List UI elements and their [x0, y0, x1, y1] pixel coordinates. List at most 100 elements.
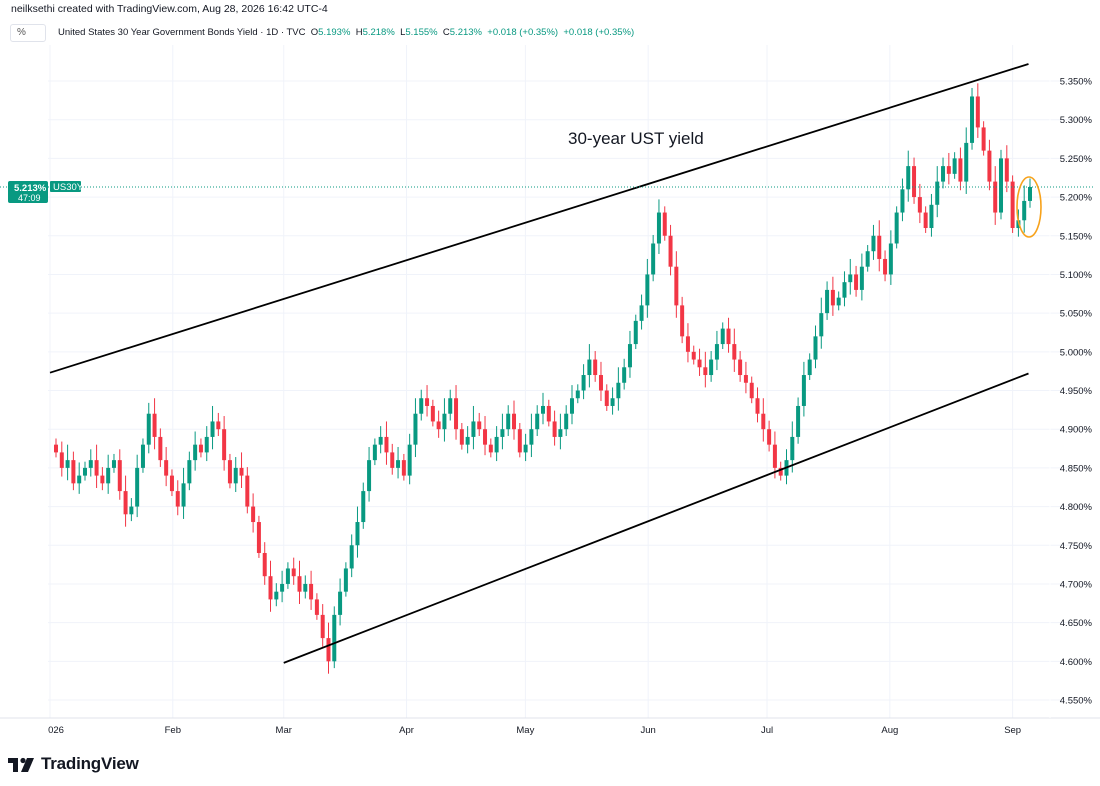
- candle: [106, 454, 111, 494]
- candle-body: [935, 181, 940, 205]
- candle: [187, 451, 192, 491]
- candle-body: [111, 460, 116, 468]
- candle: [140, 438, 145, 473]
- candle-body: [778, 467, 783, 476]
- candle: [610, 387, 615, 415]
- candle-body: [106, 467, 111, 484]
- candle: [987, 139, 992, 191]
- candle: [483, 416, 488, 456]
- candle: [320, 604, 325, 647]
- candle-body: [425, 398, 430, 406]
- x-tick-label: Apr: [399, 725, 414, 736]
- candle: [262, 542, 267, 585]
- candle: [952, 152, 957, 179]
- candle-body: [71, 460, 76, 484]
- candle-body: [343, 568, 348, 592]
- candle: [523, 433, 528, 462]
- low-value: 5.155%: [405, 27, 438, 38]
- candle-body: [477, 421, 482, 430]
- candle-body: [703, 367, 708, 376]
- candle: [1004, 145, 1009, 193]
- candle: [210, 405, 215, 450]
- candle-body: [1010, 181, 1015, 229]
- candle-body: [251, 506, 256, 523]
- candle-body: [100, 475, 105, 484]
- candle: [146, 402, 151, 454]
- chart-annotation[interactable]: 30-year UST yield: [568, 129, 704, 148]
- y-axis[interactable]: 5.350% 5.300% 5.250% 5.200% 5.150% 5.100% 5.05…: [1060, 77, 1093, 707]
- candle-body: [413, 413, 418, 445]
- candle-body: [691, 351, 696, 360]
- candle: [367, 446, 372, 502]
- x-tick-label: Mar: [276, 725, 292, 736]
- candle-body: [668, 235, 673, 267]
- candle-body: [633, 320, 638, 345]
- upper-channel-line[interactable]: [49, 63, 1029, 374]
- candle-body: [454, 398, 459, 430]
- candle: [697, 348, 702, 376]
- candle: [999, 149, 1004, 220]
- candle-body: [158, 436, 163, 461]
- candle-body: [894, 212, 899, 244]
- candle: [222, 416, 227, 471]
- x-axis: 026 Feb Mar Apr May Jun Jul Aug Sep: [48, 725, 1021, 736]
- candle: [720, 322, 725, 350]
- candle: [291, 557, 296, 585]
- candle: [274, 583, 279, 607]
- candle-body: [767, 429, 772, 445]
- candle-body: [233, 467, 238, 484]
- candle-body: [529, 429, 534, 445]
- candle: [448, 389, 453, 421]
- candle: [454, 385, 459, 440]
- candle-body: [349, 545, 354, 569]
- candle: [906, 150, 911, 202]
- candle-body: [743, 375, 748, 383]
- candle-body: [396, 460, 401, 468]
- candle-body: [819, 313, 824, 337]
- candle-body: [651, 243, 656, 275]
- highlight-ellipse[interactable]: [1016, 176, 1042, 238]
- candle-body: [610, 398, 615, 406]
- candle: [465, 426, 470, 454]
- candle: [796, 397, 801, 444]
- close-value: 5.213%: [449, 27, 482, 38]
- trend-channel[interactable]: [49, 63, 1029, 664]
- candle-body: [193, 444, 198, 461]
- symbol-legend: United States 30 Year Government Bonds Y…: [58, 27, 634, 38]
- candle: [761, 398, 766, 442]
- candle: [749, 376, 754, 404]
- candle-body: [227, 460, 232, 484]
- candle-body: [285, 568, 290, 584]
- candle: [755, 387, 760, 423]
- lower-channel-line[interactable]: [283, 372, 1029, 664]
- candle-body: [135, 467, 140, 507]
- candle-body: [361, 491, 366, 523]
- created-by-text: neilksethi created with TradingView.com,…: [11, 3, 328, 15]
- candle-body: [256, 522, 261, 553]
- candle-body: [407, 444, 412, 476]
- candle-body: [535, 413, 540, 430]
- candle: [883, 250, 888, 282]
- candle: [77, 462, 82, 494]
- candle: [888, 230, 893, 285]
- candle: [169, 469, 174, 497]
- candle-body: [117, 460, 122, 492]
- candle-body: [732, 344, 737, 360]
- percent-scale-button[interactable]: %: [10, 24, 46, 42]
- candle: [343, 562, 348, 597]
- candle: [494, 426, 499, 462]
- candle: [100, 467, 105, 491]
- candle: [396, 446, 401, 479]
- symbol-title[interactable]: United States 30 Year Government Bonds Y…: [58, 27, 306, 38]
- candle-body: [639, 305, 644, 321]
- candle: [529, 413, 534, 458]
- candle-body: [836, 297, 841, 306]
- candle-body: [210, 421, 215, 437]
- candle: [604, 384, 609, 411]
- candle-body: [262, 552, 267, 577]
- candle: [1028, 178, 1032, 208]
- candle: [227, 453, 232, 489]
- tradingview-logo[interactable]: TradingView: [8, 754, 139, 774]
- candle-body: [494, 436, 499, 453]
